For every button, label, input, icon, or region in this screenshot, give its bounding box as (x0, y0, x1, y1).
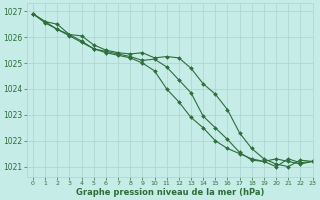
X-axis label: Graphe pression niveau de la mer (hPa): Graphe pression niveau de la mer (hPa) (76, 188, 264, 197)
